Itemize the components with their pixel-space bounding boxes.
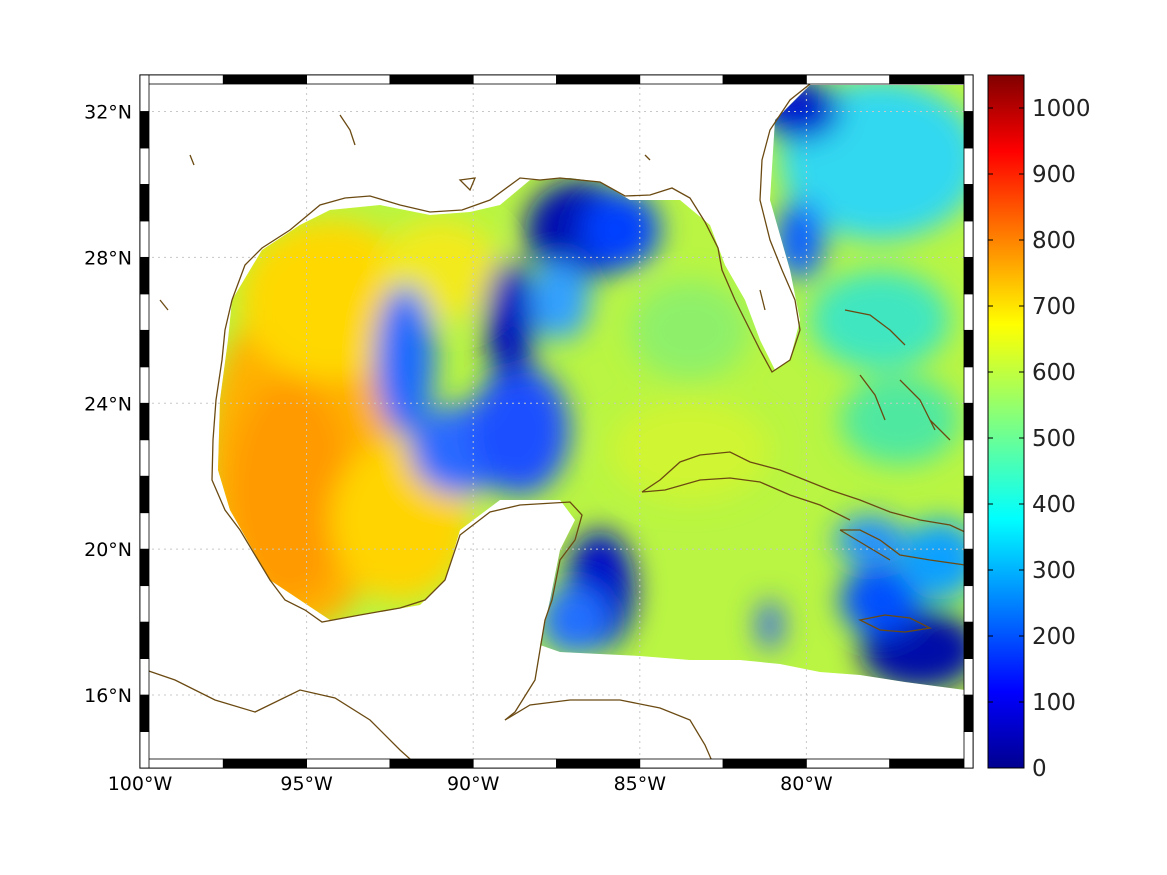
coastline-jamaica: [858, 614, 933, 633]
colorbar-tick-label: 600: [1032, 360, 1076, 386]
frame-segment-left: [139, 184, 150, 222]
frame-segment-right: [963, 74, 974, 112]
frame-segment-top: [806, 74, 891, 85]
frame-segment-top: [722, 74, 807, 85]
coastlines: [139, 79, 966, 769]
frame-segment-bottom: [139, 758, 224, 769]
frame-segment-top: [472, 74, 557, 85]
colorbar-tick-label: 800: [1032, 228, 1076, 254]
frame-segment-top: [306, 74, 391, 85]
colorbar-tick-label: 300: [1032, 558, 1076, 584]
frame-segment-left: [139, 366, 150, 404]
frame-segment-right: [963, 293, 974, 331]
coastline-bahamas: [844, 309, 951, 441]
frame-segment-right: [963, 694, 974, 732]
frame-segment-bottom: [389, 758, 474, 769]
lat-tick-label: 24°N: [84, 393, 132, 415]
frame-segment-right: [963, 621, 974, 659]
frame-segment-bottom: [472, 758, 557, 769]
frame-segment-right: [963, 111, 974, 149]
frame-segment-left: [139, 293, 150, 331]
lat-tick-label: 20°N: [84, 539, 132, 561]
colorbar-tick-label: 200: [1032, 624, 1076, 650]
frame-segment-left: [139, 329, 150, 368]
colorbar-tick-label: 400: [1032, 492, 1076, 518]
frame-segment-left: [139, 585, 150, 623]
frame-segment-right: [963, 475, 974, 514]
frame-segment-right: [963, 256, 974, 295]
longitude-tick-labels: 100°W 95°W 90°W 85°W 80°W: [108, 773, 833, 795]
frame-segment-left: [139, 439, 150, 477]
colorbar: [987, 74, 1025, 769]
map-frame: [139, 74, 974, 769]
frame-segment-left: [139, 548, 150, 587]
colorbar-tick-label: 100: [1032, 690, 1076, 716]
frame-segment-left: [139, 256, 150, 295]
frame-segment-left: [139, 658, 150, 696]
frame-segment-top: [639, 74, 724, 85]
frame-segment-right: [963, 585, 974, 623]
coastline-islands: [159, 114, 766, 311]
colorbar-tick-label: 0: [1032, 756, 1047, 782]
frame-segment-right: [963, 147, 974, 185]
frame-segment-right: [963, 658, 974, 696]
frame-segment-right: [963, 439, 974, 477]
frame-segment-left: [139, 220, 150, 258]
frame-segment-top: [222, 74, 308, 85]
lat-tick-label: 32°N: [84, 101, 132, 123]
frame-segment-right: [963, 512, 974, 550]
coastline-hispaniola: [839, 529, 966, 566]
frame-segment-left: [139, 111, 150, 149]
frame-segment-bottom: [889, 758, 974, 769]
frame-segment-left: [139, 731, 150, 769]
frame-segment-right: [963, 366, 974, 404]
frame-segment-left: [139, 147, 150, 185]
coastline-cuba: [641, 451, 966, 533]
frame-segment-left: [139, 74, 150, 112]
colorbar-tick-label: 700: [1032, 294, 1076, 320]
frame-segment-left: [139, 621, 150, 659]
frame-segment-bottom: [639, 758, 724, 769]
colorbar-tick-label: 1000: [1032, 96, 1091, 122]
frame-segment-bottom: [222, 758, 308, 769]
frame-segment-top: [139, 74, 224, 85]
lon-tick-label: 85°W: [614, 773, 667, 795]
colorbar-tick-label: 500: [1032, 426, 1076, 452]
lat-tick-label: 28°N: [84, 247, 132, 269]
frame-segment-bottom: [806, 758, 891, 769]
frame-segment-right: [963, 329, 974, 368]
lon-tick-label: 95°W: [280, 773, 333, 795]
frame-segment-bottom: [556, 758, 641, 769]
frame-segment-left: [139, 694, 150, 732]
frame-segment-right: [963, 402, 974, 441]
lon-tick-label: 90°W: [447, 773, 500, 795]
frame-segment-left: [139, 512, 150, 550]
frame-segment-left: [139, 402, 150, 441]
frame-segment-bottom: [722, 758, 807, 769]
frame-segment-bottom: [306, 758, 391, 769]
colorbar-ticks: 0 100 200 300 400 500 600 700 800 900 1000: [988, 96, 1091, 782]
latitude-tick-labels: 16°N 20°N 24°N 28°N 32°N: [84, 101, 132, 707]
frame-segment-right: [963, 220, 974, 258]
frame-segment-top: [889, 74, 974, 85]
frame-segment-right: [963, 548, 974, 587]
lat-tick-label: 16°N: [84, 685, 132, 707]
frame-segment-top: [389, 74, 474, 85]
coastline-gulf-mainland: [139, 79, 816, 769]
frame-segment-right: [963, 184, 974, 222]
frame-segment-right: [963, 731, 974, 769]
frame-segment-left: [139, 475, 150, 514]
frame-segment-top: [556, 74, 641, 85]
coastline-central-america: [504, 699, 716, 769]
lon-tick-label: 80°W: [780, 773, 833, 795]
colorbar-tick-label: 900: [1032, 162, 1076, 188]
lon-tick-label: 100°W: [108, 773, 173, 795]
